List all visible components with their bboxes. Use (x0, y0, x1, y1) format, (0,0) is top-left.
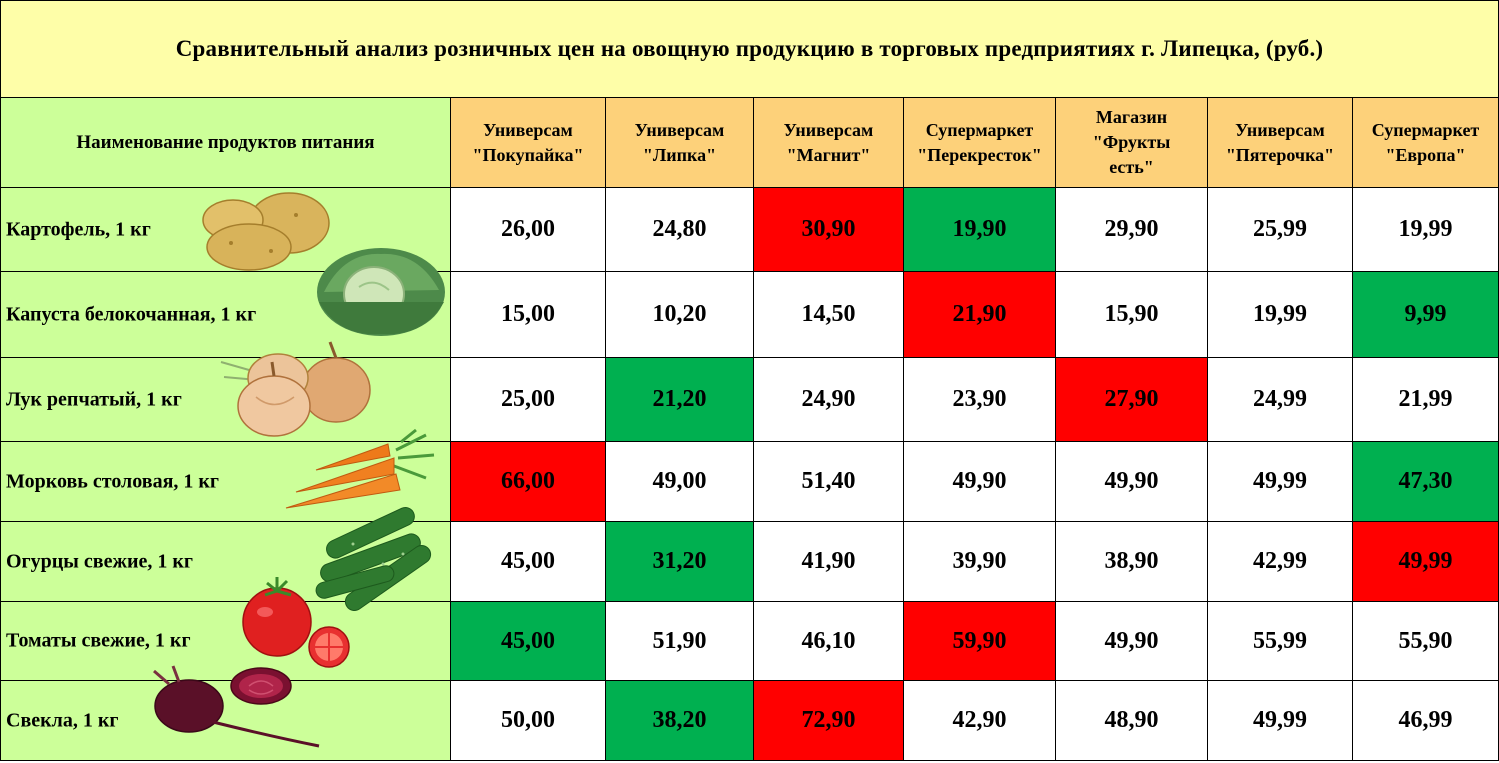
product-name: Лук репчатый, 1 кг (6, 388, 182, 410)
product-name-header: Наименование продуктов питания (0, 97, 451, 188)
price-cell-perekrestok: 49,90 (903, 441, 1056, 522)
price-cell-perekrestok: 19,90 (903, 187, 1056, 272)
price-cell-perekrestok: 23,90 (903, 357, 1056, 442)
price-cell-magnit: 41,90 (753, 521, 904, 602)
product-name: Свекла, 1 кг (6, 709, 119, 731)
price-cell-perekrestok: 39,90 (903, 521, 1056, 602)
price-cell-pokupaika: 66,00 (450, 441, 606, 522)
product-name: Картофель, 1 кг (6, 218, 151, 240)
price-cell-pokupaika: 26,00 (450, 187, 606, 272)
store-header-lipka: Универсам "Липка" (605, 97, 754, 188)
price-cell-lipka: 10,20 (605, 271, 754, 358)
price-table: Наименование продуктов питания Универсам… (0, 97, 1499, 761)
price-cell-frukty-est: 49,90 (1055, 441, 1208, 522)
product-cell: Томаты свежие, 1 кг (0, 577, 451, 681)
price-cell-frukty-est: 27,90 (1055, 357, 1208, 442)
product-name: Морковь столовая, 1 кг (6, 470, 219, 492)
price-cell-lipka: 38,20 (605, 680, 754, 761)
price-cell-magnit: 51,40 (753, 441, 904, 522)
price-cell-frukty-est: 29,90 (1055, 187, 1208, 272)
price-cell-pyaterochka: 55,99 (1207, 601, 1353, 681)
price-cell-evropa: 47,30 (1352, 441, 1499, 522)
price-cell-pokupaika: 50,00 (450, 680, 606, 761)
price-cell-pyaterochka: 42,99 (1207, 521, 1353, 602)
price-cell-magnit: 30,90 (753, 187, 904, 272)
price-cell-frukty-est: 15,90 (1055, 271, 1208, 358)
price-cell-lipka: 24,80 (605, 187, 754, 272)
price-cell-evropa: 19,99 (1352, 187, 1499, 272)
price-cell-pokupaika: 45,00 (450, 521, 606, 602)
table-row: Лук репчатый, 1 кг 25,00 21,20 24,90 23,90 27… (0, 341, 1499, 442)
price-cell-pokupaika: 25,00 (450, 357, 606, 442)
table-row: Свекла, 1 кг 50,00 38,20 72,90 42,90 48,90 49,… (0, 665, 1499, 761)
price-cell-magnit: 72,90 (753, 680, 904, 761)
price-cell-lipka: 31,20 (605, 521, 754, 602)
page-title: Сравнительный анализ розничных цен на ов… (0, 0, 1499, 98)
price-cell-magnit: 46,10 (753, 601, 904, 681)
product-name: Томаты свежие, 1 кг (6, 629, 191, 652)
product-cell: Лук репчатый, 1 кг (0, 341, 451, 442)
store-header-pokupaika: Универсам "Покупайка" (450, 97, 606, 188)
price-cell-lipka: 21,20 (605, 357, 754, 442)
price-cell-perekrestok: 42,90 (903, 680, 1056, 761)
header-row: Наименование продуктов питания Универсам… (0, 97, 1499, 188)
table-row: Морковь столовая, 1 кг 66,00 49,00 51,40 49,… (0, 428, 1499, 522)
table-row: Капуста белокочанная, 1 кг 15,00 10,20 14,5… (0, 248, 1499, 358)
price-cell-evropa: 9,99 (1352, 271, 1499, 358)
product-name: Огурцы свежие, 1 кг (6, 550, 193, 572)
price-cell-pyaterochka: 49,99 (1207, 441, 1353, 522)
price-cell-pyaterochka: 49,99 (1207, 680, 1353, 761)
price-cell-pokupaika: 15,00 (450, 271, 606, 358)
price-cell-evropa: 46,99 (1352, 680, 1499, 761)
price-cell-pyaterochka: 24,99 (1207, 357, 1353, 442)
price-cell-pokupaika: 45,00 (450, 601, 606, 681)
store-header-frukty-est: Магазин "Фрукты есть" (1055, 97, 1208, 188)
table-row: Томаты свежие, 1 кг 45,00 51,90 46,10 59,90 4… (0, 577, 1499, 681)
product-cell: Огурцы свежие, 1 кг (0, 507, 451, 612)
table-body: Картофель, 1 кг 26,00 24,80 30,90 19,90 29,90… (0, 187, 1499, 761)
product-name: Капуста белокочанная, 1 кг (6, 303, 257, 325)
price-cell-magnit: 24,90 (753, 357, 904, 442)
price-cell-frukty-est: 49,90 (1055, 601, 1208, 681)
table-row: Картофель, 1 кг 26,00 24,80 30,90 19,90 29,90… (0, 187, 1499, 272)
price-cell-pyaterochka: 19,99 (1207, 271, 1353, 358)
product-cell: Свекла, 1 кг (0, 665, 451, 761)
price-cell-evropa: 21,99 (1352, 357, 1499, 442)
store-header-perekrestok: Супермаркет "Перекресток" (903, 97, 1056, 188)
product-cell: Морковь столовая, 1 кг (0, 428, 451, 522)
price-cell-evropa: 49,99 (1352, 521, 1499, 602)
product-cell: Капуста белокочанная, 1 кг (0, 248, 451, 358)
price-cell-evropa: 55,90 (1352, 601, 1499, 681)
price-cell-frukty-est: 48,90 (1055, 680, 1208, 761)
table-row: Огурцы свежие, 1 кг 45,00 31,20 41,90 39,90 3… (0, 507, 1499, 612)
store-header-pyaterochka: Универсам "Пятерочка" (1207, 97, 1353, 188)
price-cell-magnit: 14,50 (753, 271, 904, 358)
price-cell-perekrestok: 21,90 (903, 271, 1056, 358)
store-header-magnit: Универсам "Магнит" (753, 97, 904, 188)
price-cell-perekrestok: 59,90 (903, 601, 1056, 681)
price-cell-frukty-est: 38,90 (1055, 521, 1208, 602)
product-cell: Картофель, 1 кг (0, 187, 451, 272)
price-cell-lipka: 49,00 (605, 441, 754, 522)
store-header-evropa: Супермаркет "Европа" (1352, 97, 1499, 188)
price-cell-lipka: 51,90 (605, 601, 754, 681)
price-cell-pyaterochka: 25,99 (1207, 187, 1353, 272)
